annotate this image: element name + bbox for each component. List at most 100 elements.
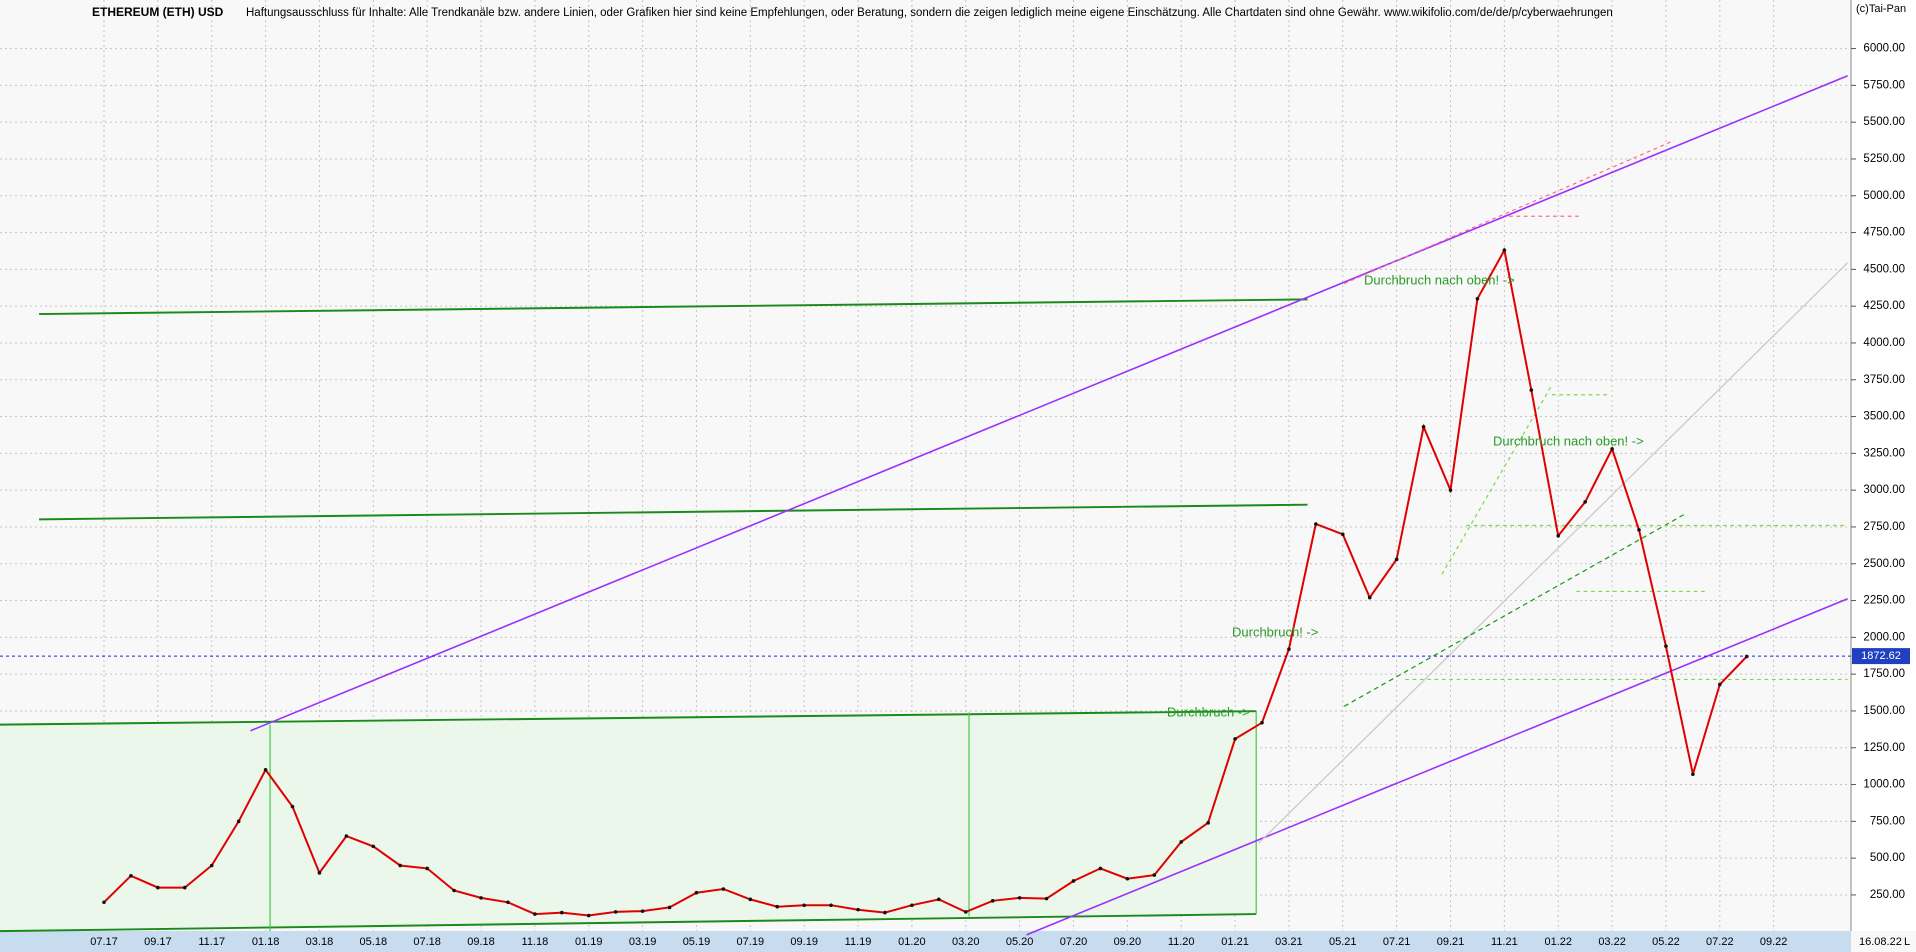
price-point [102,900,106,905]
support-line [0,710,1257,726]
trend-line [1258,262,1849,844]
price-point [1394,557,1399,562]
y-tick-label: 750.00 [1870,815,1905,827]
x-tick-label: 03.19 [629,936,657,948]
price-point [1502,248,1507,253]
support-line [0,913,1257,933]
marks: 250.00 500.00 750.00 1000.00 1250.00 1500.00 1… [0,43,1910,948]
price-point [1610,447,1614,451]
y-tick-label: 4750.00 [1863,227,1905,239]
x-tick-label: 09.21 [1437,936,1465,948]
price-point [586,913,591,918]
y-tick-label: 500.00 [1870,852,1905,864]
x-tick-label: 11.19 [845,936,872,948]
price-axis [1851,0,1916,931]
price-point [775,904,780,909]
x-tick-label: 03.20 [952,936,980,948]
x-tick-label: 03.22 [1598,936,1626,948]
price-point [1718,682,1722,687]
support-line [39,298,1308,316]
price-point [1340,532,1345,537]
price-point [1691,772,1695,777]
price-point [1367,595,1372,600]
price-point [1206,821,1210,825]
x-tick-label: 01.22 [1544,936,1572,948]
price-point [721,887,726,891]
price-point [1475,297,1480,301]
price-point [640,909,645,913]
x-tick-label: 03.18 [306,936,334,948]
price-point [371,844,376,849]
x-tick-label: 01.19 [575,936,603,948]
y-tick-label: 5250.00 [1863,153,1905,165]
y-tick-label: 3000.00 [1863,484,1905,496]
x-tick-label: 11.18 [522,936,549,948]
x-tick-label: 05.21 [1329,936,1357,948]
price-point [479,896,483,900]
price-point [1556,533,1561,538]
price-point [1529,388,1534,392]
price-point [533,912,537,916]
shaded-zone [0,711,1257,932]
price-point [1287,647,1291,651]
y-tick-label: 1250.00 [1863,742,1905,754]
x-tick-label: 07.17 [90,936,118,948]
y-tick-label: 1500.00 [1863,705,1905,717]
x-tick-label: 05.22 [1652,936,1680,948]
y-tick-label: 250.00 [1870,889,1905,901]
y-tick-label: 4250.00 [1863,300,1905,312]
price-point [452,888,456,893]
price-point [883,910,887,915]
price-point [937,897,941,902]
x-tick-label: 05.19 [683,936,711,948]
price-point [182,885,187,890]
price-point [1583,500,1587,504]
x-tick-label: 11.17 [198,936,225,948]
price-point [1098,866,1103,871]
y-tick-label: 2250.00 [1863,595,1905,607]
price-point [829,903,833,908]
y-tick-label: 5500.00 [1863,116,1905,128]
price-point [856,907,860,912]
y-tick-label: 6000.00 [1863,43,1905,55]
price-point [1017,896,1022,900]
date: 16.08.22 [1859,936,1902,948]
price-point [425,866,429,871]
annotation: Durchbruch! -> [1232,624,1318,639]
x-tick-label: 09.17 [144,936,172,948]
x-tick-label: 07.21 [1383,936,1411,948]
price-point [1314,522,1318,526]
x-tick-label: 07.18 [413,936,441,948]
last-price-box [1852,648,1910,665]
price-point [1260,720,1264,725]
price-point [667,905,672,910]
support-line [39,503,1308,521]
price-point [506,900,510,905]
last-price-label: 1872.62 [1861,650,1901,662]
y-tick-label: 1000.00 [1863,779,1905,791]
price-point [263,768,268,772]
price-line [103,247,1748,917]
time-axis [0,931,1851,952]
price-point [1421,425,1426,429]
price-point [129,874,133,878]
price-point [317,871,322,875]
x-tick-label: 03.21 [1275,936,1303,948]
y-tick-label: 3750.00 [1863,374,1905,386]
subtitle: Haftungsausschluss für Inhalte: Alle Tre… [246,7,1613,19]
y-tick-label: 4500.00 [1863,263,1905,275]
x-tick-label: 09.18 [467,936,495,948]
y-tick-label: 5000.00 [1863,190,1905,202]
price-point [398,863,403,868]
price-point [613,910,618,914]
price-point [1125,876,1130,881]
y-tick-label: 5750.00 [1863,79,1905,91]
drawings [0,75,1849,936]
y-tick-label: 1750.00 [1863,668,1905,680]
annotation: Durchbruch nach oben! -> [1364,272,1515,287]
trend-line [1343,512,1687,707]
trend-line [1026,598,1848,936]
y-tick-label: 3500.00 [1863,411,1905,423]
chart-title: ETHEREUM (ETH) USD [92,5,224,19]
